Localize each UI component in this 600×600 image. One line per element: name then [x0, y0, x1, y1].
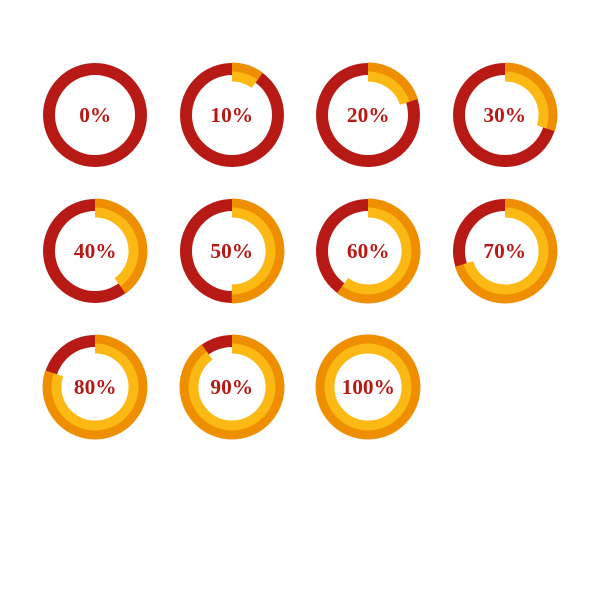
- donut-label: 20%: [347, 103, 390, 128]
- donut-label: 10%: [210, 103, 253, 128]
- donut-label: 0%: [79, 103, 111, 128]
- donut-chart: 10%: [177, 60, 287, 170]
- donut-grid: 0% 10% 20% 30% 40%: [0, 0, 600, 502]
- donut-chart: 30%: [450, 60, 560, 170]
- donut-label: 90%: [210, 375, 253, 400]
- donut-chart: 40%: [40, 196, 150, 306]
- donut-chart: 90%: [177, 332, 287, 442]
- donut-label: 50%: [210, 239, 253, 264]
- donut-chart: 0%: [40, 60, 150, 170]
- donut-label: 70%: [483, 239, 526, 264]
- donut-chart: 50%: [177, 196, 287, 306]
- donut-label: 60%: [347, 239, 390, 264]
- donut-chart: 80%: [40, 332, 150, 442]
- donut-label: 100%: [342, 375, 395, 400]
- donut-label: 80%: [74, 375, 117, 400]
- donut-chart: 60%: [313, 196, 423, 306]
- donut-label: 40%: [74, 239, 117, 264]
- donut-chart: 100%: [313, 332, 423, 442]
- donut-label: 30%: [483, 103, 526, 128]
- donut-chart: 20%: [313, 60, 423, 170]
- donut-chart: 70%: [450, 196, 560, 306]
